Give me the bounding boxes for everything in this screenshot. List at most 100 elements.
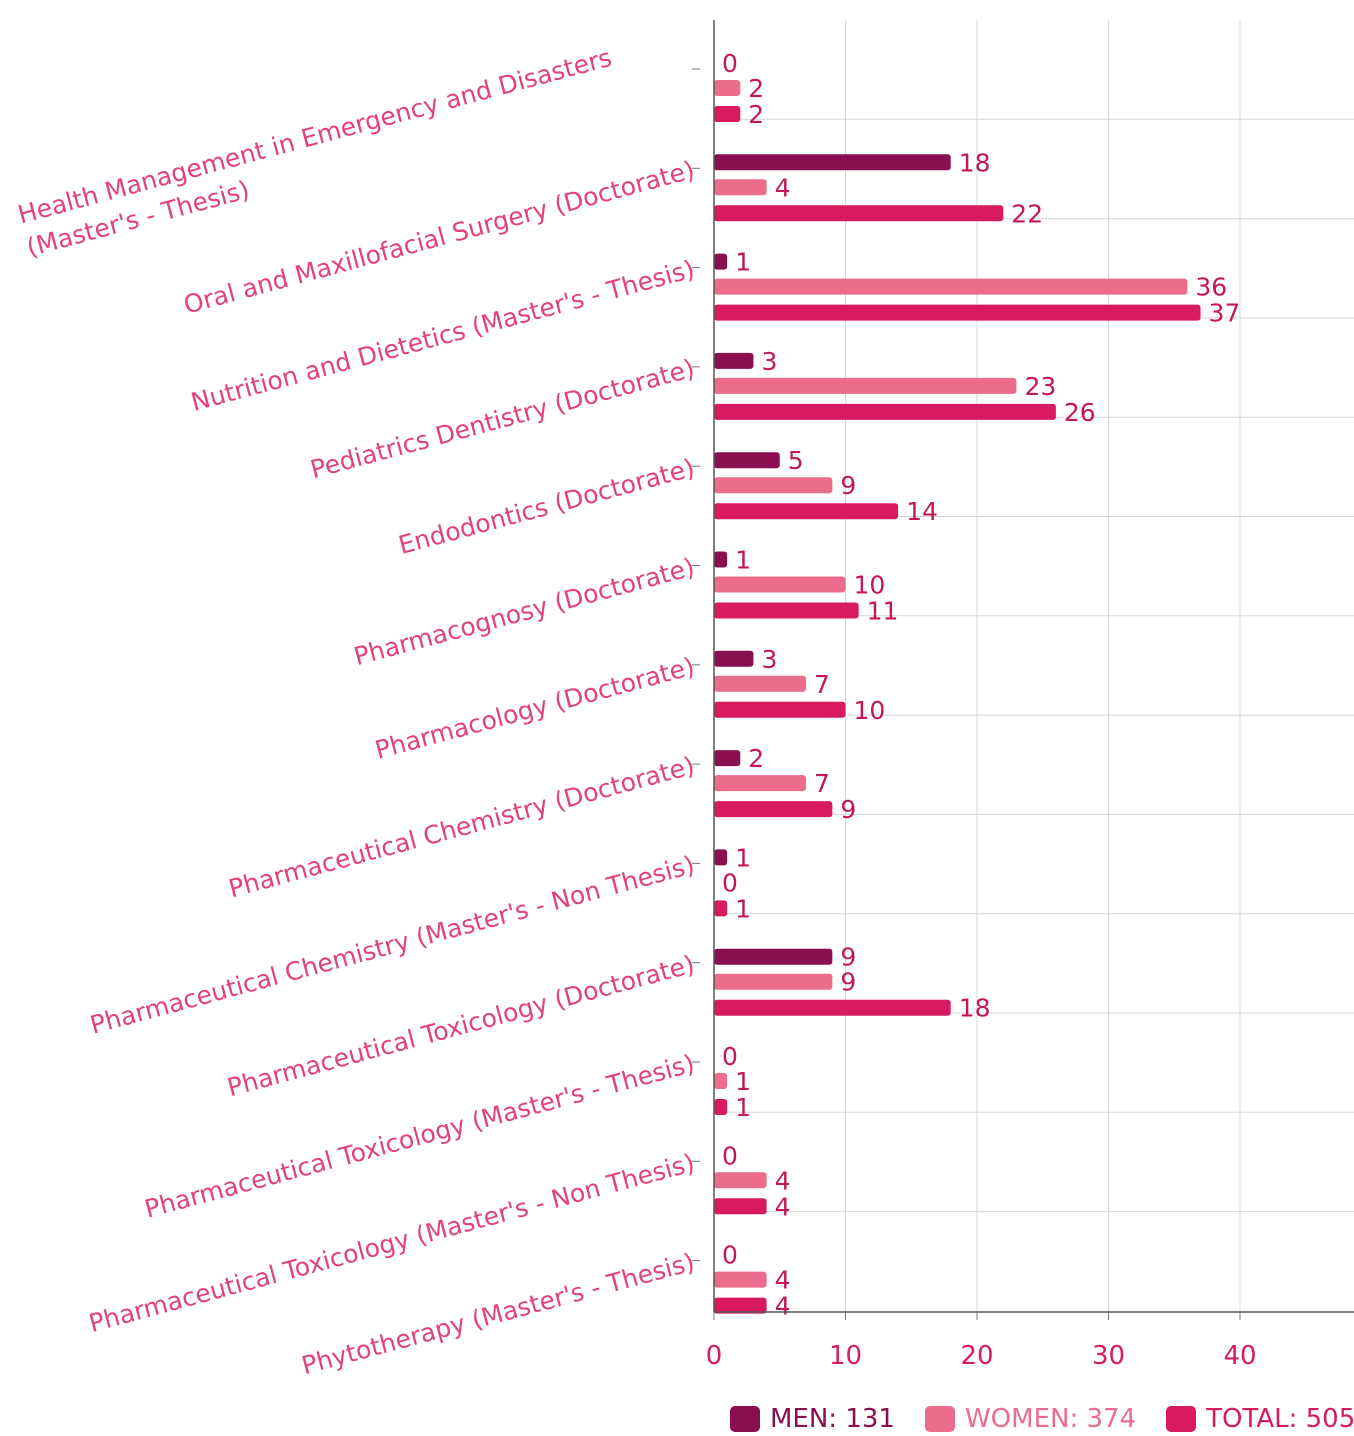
category-label: Pediatrics Dentistry (Doctorate) (307, 354, 697, 485)
bar-value-label: 7 (814, 670, 830, 699)
bar-total[interactable] (714, 403, 1056, 420)
value-labels: 0221842213637323265914110113710279101991… (722, 49, 1240, 1321)
bar-total[interactable] (714, 801, 833, 818)
category-label: Pharmaceutical Chemistry (Master's - Non… (87, 850, 697, 1040)
bar-total[interactable] (714, 701, 846, 718)
bar-value-label: 22 (1011, 199, 1043, 228)
bar-total[interactable] (714, 1099, 728, 1115)
bar-value-label: 0 (722, 49, 738, 78)
bar-value-label: 9 (840, 795, 856, 824)
bar-value-label: 5 (788, 446, 804, 475)
bar-women[interactable] (714, 377, 1017, 394)
bar-total[interactable] (714, 900, 728, 917)
bar-value-label: 10 (854, 696, 886, 725)
category-label: Pharmaceutical Toxicology (Master's - No… (86, 1148, 698, 1338)
category-labels: Health Management in Emergency and Disas… (15, 43, 698, 1381)
bar-men[interactable] (714, 849, 728, 866)
legend-item-total[interactable]: TOTAL: 505 (1166, 1404, 1354, 1434)
bar-value-label: 1 (735, 546, 751, 575)
bar-total[interactable] (714, 602, 859, 619)
bar-total[interactable] (714, 205, 1004, 222)
bar-women[interactable] (714, 80, 741, 96)
bar-men[interactable] (714, 253, 728, 270)
bar-men[interactable] (714, 154, 951, 171)
bar-value-label: 36 (1195, 273, 1227, 302)
bar-value-label: 9 (840, 943, 856, 972)
bar-value-label: 4 (775, 1266, 791, 1295)
bar-women[interactable] (714, 675, 807, 692)
bar-men[interactable] (714, 551, 728, 568)
bar-value-label: 1 (735, 248, 751, 277)
bar-value-label: 10 (854, 571, 886, 600)
bar-value-label: 18 (959, 148, 991, 177)
category-label-text: Pharmaceutical Chemistry (Master's - Non… (87, 850, 697, 1040)
bar-total[interactable] (714, 1297, 767, 1314)
bar-men[interactable] (714, 650, 754, 667)
bar-women[interactable] (714, 278, 1188, 295)
bar-value-label: 4 (775, 173, 791, 202)
bar-value-label: 0 (722, 1042, 738, 1071)
bar-value-label: 1 (735, 1067, 751, 1096)
bar-value-label: 18 (959, 994, 991, 1023)
category-label: Pharmacology (Doctorate) (372, 652, 698, 765)
bar-value-label: 9 (840, 968, 856, 997)
bar-total[interactable] (714, 106, 741, 122)
bar-men[interactable] (714, 352, 754, 369)
bar-women[interactable] (714, 1073, 728, 1089)
bar-women[interactable] (714, 179, 767, 196)
bar-value-label: 3 (761, 645, 777, 674)
category-label-text: Pharmacology (Doctorate) (372, 652, 698, 765)
bar-men[interactable] (714, 750, 741, 767)
bar-men[interactable] (714, 452, 780, 469)
bar-total[interactable] (714, 999, 951, 1016)
legend-swatch-total (1166, 1406, 1197, 1432)
bar-value-label: 11 (867, 597, 899, 626)
bar-women[interactable] (714, 1271, 767, 1288)
category-label: Endodontics (Doctorate) (395, 453, 697, 560)
bar-women[interactable] (714, 1172, 767, 1189)
bar-value-label: 0 (722, 1241, 738, 1270)
bar-value-label: 4 (775, 1292, 791, 1321)
legend-swatch-men (730, 1406, 760, 1432)
bar-total[interactable] (714, 304, 1201, 321)
legend-swatch-women (924, 1406, 955, 1432)
bar-women[interactable] (714, 775, 807, 792)
bar-value-label: 0 (722, 1141, 738, 1170)
bar-value-label: 3 (761, 347, 777, 376)
legend-item-women[interactable]: WOMEN: 374 (924, 1404, 1136, 1434)
category-label-text: Pharmacognosy (Doctorate) (351, 552, 698, 671)
bar-value-label: 1 (735, 843, 751, 872)
legend-item-men[interactable]: MEN: 131 (730, 1404, 895, 1434)
bar-total[interactable] (714, 503, 899, 520)
bar-value-label: 14 (906, 497, 938, 526)
legend-label-men: MEN: 131 (770, 1404, 895, 1434)
x-tick-label: 0 (706, 1341, 723, 1371)
bar-value-label: 1 (735, 894, 751, 923)
category-label-text: Endodontics (Doctorate) (395, 453, 697, 560)
category-label: Pharmacognosy (Doctorate) (351, 552, 698, 671)
category-label: Health Management in Emergency and Disas… (15, 43, 615, 263)
x-tick-label: 40 (1223, 1341, 1256, 1371)
legend: MEN: 131 WOMEN: 374 TOTAL: 505 (730, 1402, 1354, 1436)
category-label-text: Phytotherapy (Master's - Thesis) (299, 1247, 698, 1380)
legend-label-total: TOTAL: 505 (1206, 1404, 1354, 1434)
bar-value-label: 23 (1024, 372, 1056, 401)
bar-men[interactable] (714, 948, 833, 965)
bar-women[interactable] (714, 576, 846, 593)
bar-value-label: 4 (775, 1166, 791, 1195)
bar-value-label: 2 (748, 744, 764, 773)
x-tick-label: 10 (829, 1341, 862, 1371)
bar-value-label: 37 (1209, 299, 1241, 328)
bar-value-label: 0 (722, 868, 738, 897)
category-label-text: Pharmaceutical Toxicology (Master's - No… (86, 1148, 698, 1338)
bar-value-label: 26 (1064, 398, 1096, 427)
bar-value-label: 2 (748, 100, 764, 129)
x-tick-label: 30 (1092, 1341, 1125, 1371)
bar-value-label: 1 (735, 1093, 751, 1122)
bar-total[interactable] (714, 1198, 767, 1215)
bar-value-label: 4 (775, 1192, 791, 1221)
x-tick-label: 20 (960, 1341, 993, 1371)
bar-women[interactable] (714, 973, 833, 990)
bar-women[interactable] (714, 477, 833, 494)
